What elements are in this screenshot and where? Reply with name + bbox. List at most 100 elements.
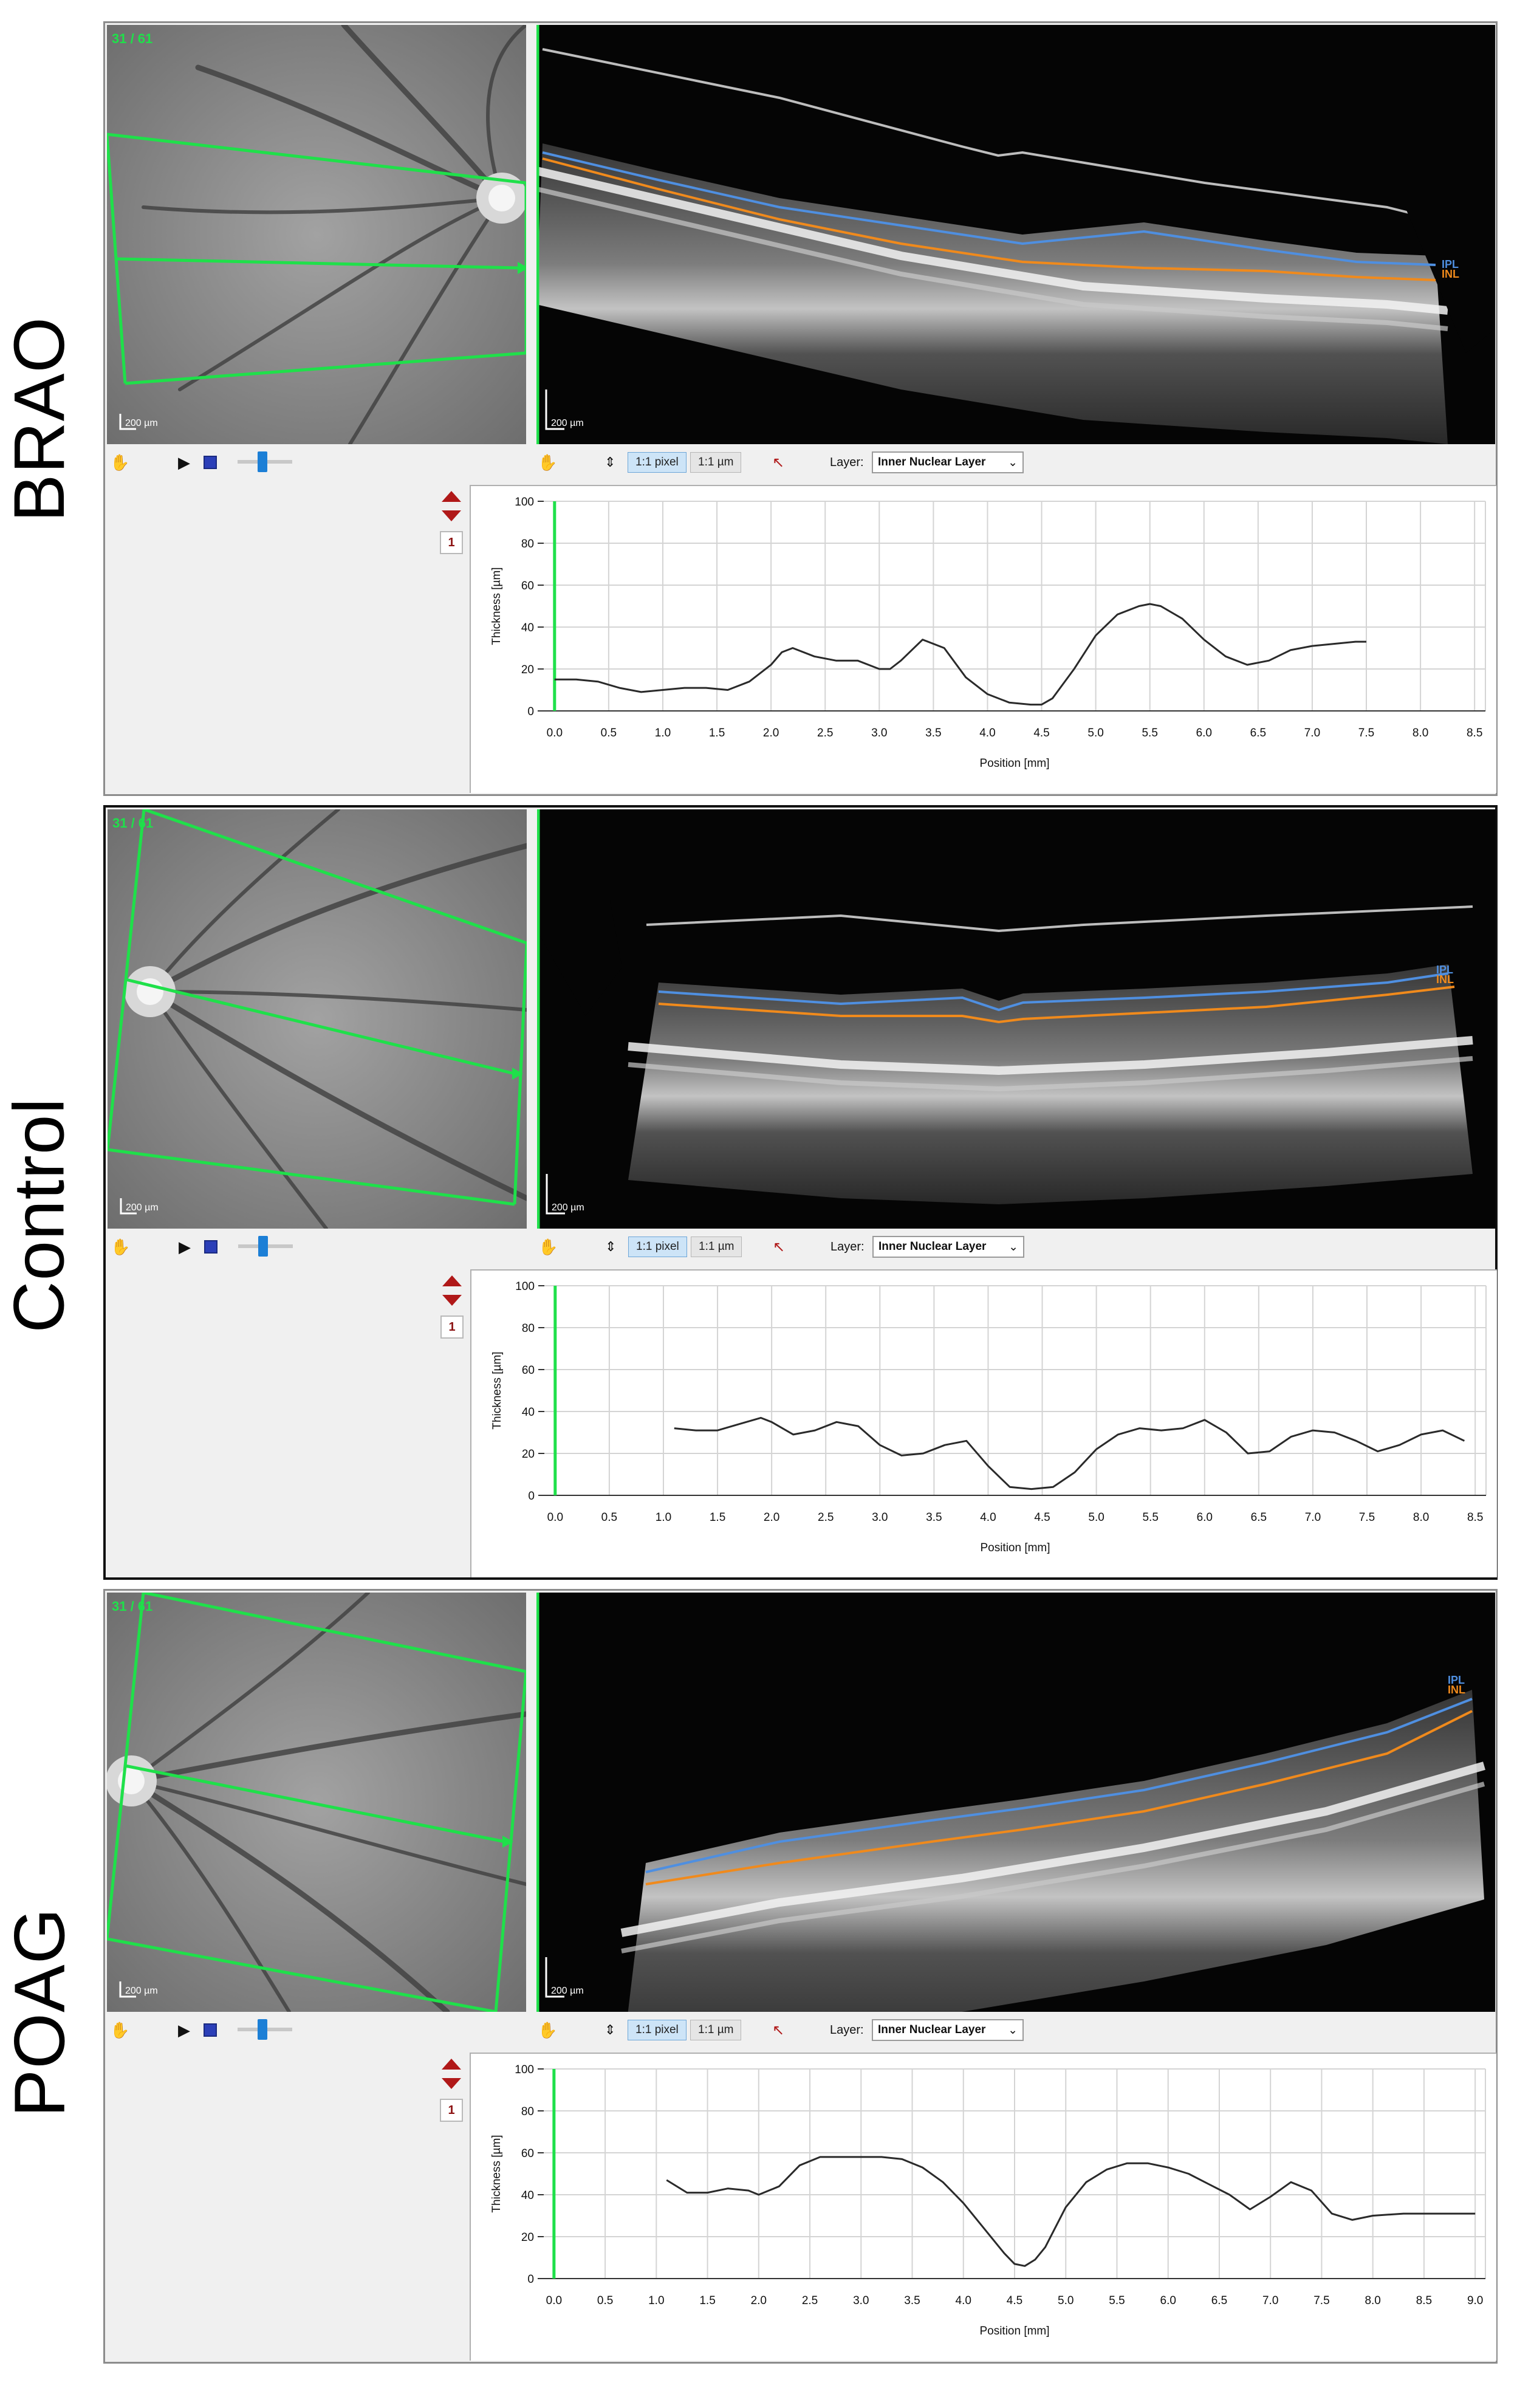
chevron-down-icon: ⌄ — [1008, 2023, 1018, 2037]
retinal-vessel — [142, 196, 504, 214]
segmentation-cursor-icon[interactable]: ↖ — [772, 2022, 785, 2039]
fit-height-icon[interactable]: ⇕ — [604, 2022, 616, 2037]
rpe-band — [628, 1036, 1473, 1075]
ipl-tag: IPL — [1436, 964, 1453, 976]
page-number[interactable]: 1 — [440, 531, 463, 554]
retinal-vessel — [129, 1779, 291, 2012]
play-icon[interactable]: ▶ — [178, 453, 190, 472]
page-number[interactable]: 1 — [440, 2099, 463, 2122]
x-tick-label: 5.5 — [1142, 1511, 1158, 1524]
pan-tool-icon[interactable]: ✋ — [538, 2020, 558, 2039]
retinal-vessel — [341, 25, 505, 201]
hand-tool-icon[interactable]: ✋ — [110, 453, 130, 472]
x-tick-label: 8.5 — [1467, 727, 1482, 739]
layer-select[interactable]: Inner Nuclear Layer ⌄ — [872, 451, 1024, 473]
save-icon[interactable] — [204, 2019, 217, 2041]
scan-panel-control: 31 / 61 200 µm IPL INL 200 µm ✋ ▶ ✋ ⇕ 1:1 pixel 1:… — [103, 805, 1498, 1580]
x-tick-label: 5.0 — [1087, 727, 1103, 739]
x-tick-label: 4.5 — [1034, 1511, 1050, 1524]
inl-tag: INL — [1442, 268, 1459, 280]
x-tick-label: 5.5 — [1109, 2294, 1125, 2307]
layer-select-value: Inner Nuclear Layer — [878, 456, 986, 468]
retinal-vessel — [128, 1711, 526, 1784]
x-tick-label: 3.0 — [872, 1511, 888, 1524]
slider-thumb[interactable] — [258, 1236, 268, 1257]
x-tick-label: 6.5 — [1251, 1511, 1267, 1524]
inl-boundary-line — [542, 157, 1436, 281]
fundus-image[interactable]: 31 / 61 200 µm — [107, 1593, 526, 2012]
scan-panel-poag: 31 / 61 200 µm IPL INL 200 µm ✋ ▶ ✋ ⇕ 1:1 pixel 1:… — [103, 1589, 1498, 2364]
fundus-scale-bar: 200 µm — [120, 1198, 159, 1215]
optic-nerve-shadow — [1405, 207, 1495, 353]
slice-navigation: 1 — [433, 491, 470, 554]
layer-select-value: Inner Nuclear Layer — [878, 1240, 987, 1253]
y-tick-label: 20 — [521, 2231, 534, 2244]
fundus-image[interactable]: 31 / 61 200 µm — [108, 809, 527, 1229]
zoom-1-1-um-button[interactable]: 1:1 µm — [691, 1237, 742, 1257]
zoom-1-1-pixel-button[interactable]: 1:1 pixel — [628, 2020, 687, 2040]
y-tick-label: 60 — [521, 580, 534, 592]
oct-bscan[interactable]: IPL INL 200 µm — [536, 1593, 1495, 2012]
slice-navigation: 1 — [433, 2059, 470, 2122]
x-tick-label: 1.0 — [656, 1511, 671, 1524]
y-tick-label: 80 — [522, 1322, 535, 1335]
pan-tool-icon[interactable]: ✋ — [538, 1237, 558, 1256]
layer-select[interactable]: Inner Nuclear Layer ⌄ — [872, 2019, 1024, 2041]
optic-nerve-shadow — [537, 900, 622, 1016]
retinal-vessel — [148, 809, 340, 993]
layer-select[interactable]: Inner Nuclear Layer ⌄ — [872, 1236, 1024, 1258]
y-tick-label: 0 — [528, 1490, 535, 1503]
y-tick-label: 60 — [521, 2147, 534, 2160]
retinal-vessel — [129, 1593, 370, 1783]
zoom-1-1-pixel-button[interactable]: 1:1 pixel — [628, 452, 687, 473]
hand-tool-icon[interactable]: ✋ — [111, 1237, 131, 1256]
y-tick-label: 40 — [521, 2189, 534, 2202]
hand-tool-icon[interactable]: ✋ — [110, 2020, 130, 2039]
next-slice-icon[interactable] — [442, 1295, 462, 1306]
segmentation-cursor-icon[interactable]: ↖ — [773, 1238, 786, 1255]
x-tick-label: 2.5 — [818, 1511, 834, 1524]
slice-counter: 31 / 61 — [112, 1599, 152, 1614]
fundus-scale-bar: 200 µm — [119, 414, 158, 430]
zoom-1-1-um-button[interactable]: 1:1 µm — [690, 2020, 742, 2040]
brightness-slider[interactable] — [238, 1236, 293, 1257]
brightness-slider[interactable] — [238, 2019, 292, 2040]
y-tick-label: 20 — [521, 664, 534, 676]
oct-scale-bar: 200 µm — [545, 389, 584, 430]
ipl-boundary-line — [542, 151, 1436, 266]
slider-thumb[interactable] — [257, 451, 267, 472]
current-scan-line — [125, 978, 515, 1075]
chevron-down-icon: ⌄ — [1008, 1240, 1018, 1254]
save-icon[interactable] — [204, 1236, 217, 1258]
x-tick-label: 2.0 — [763, 727, 779, 739]
ipl-tag: IPL — [1448, 1674, 1465, 1686]
brightness-slider[interactable] — [238, 451, 292, 472]
fit-height-icon[interactable]: ⇕ — [605, 1239, 617, 1254]
fundus-image[interactable]: 31 / 61 200 µm — [107, 25, 526, 444]
fundus-graphic: 31 / 61 200 µm — [108, 809, 527, 1229]
zoom-1-1-um-button[interactable]: 1:1 µm — [690, 452, 742, 473]
pan-tool-icon[interactable]: ✋ — [538, 453, 558, 472]
oct-scale-label: 200 µm — [552, 1202, 584, 1213]
x-tick-label: 3.0 — [871, 727, 887, 739]
previous-slice-icon[interactable] — [442, 2059, 461, 2070]
oct-bscan[interactable]: IPL INL 200 µm — [537, 809, 1496, 1229]
save-icon[interactable] — [204, 451, 217, 473]
zoom-1-1-pixel-button[interactable]: 1:1 pixel — [628, 1237, 687, 1257]
play-icon[interactable]: ▶ — [178, 2020, 190, 2039]
oct-bscan[interactable]: IPL INL 200 µm — [536, 25, 1495, 444]
page-number[interactable]: 1 — [440, 1315, 464, 1339]
y-tick-label: 100 — [515, 1280, 535, 1293]
next-slice-icon[interactable] — [442, 2078, 461, 2089]
next-slice-icon[interactable] — [442, 510, 461, 521]
slider-thumb[interactable] — [257, 2019, 267, 2040]
previous-slice-icon[interactable] — [442, 491, 461, 502]
retinal-vessel — [148, 990, 527, 1012]
previous-slice-icon[interactable] — [442, 1275, 462, 1286]
y-tick-label: 0 — [527, 705, 534, 718]
fit-height-icon[interactable]: ⇕ — [604, 455, 616, 470]
play-icon[interactable]: ▶ — [179, 1237, 191, 1256]
segmentation-cursor-icon[interactable]: ↖ — [772, 454, 785, 471]
oct-scale-bar: 200 µm — [546, 1174, 584, 1215]
